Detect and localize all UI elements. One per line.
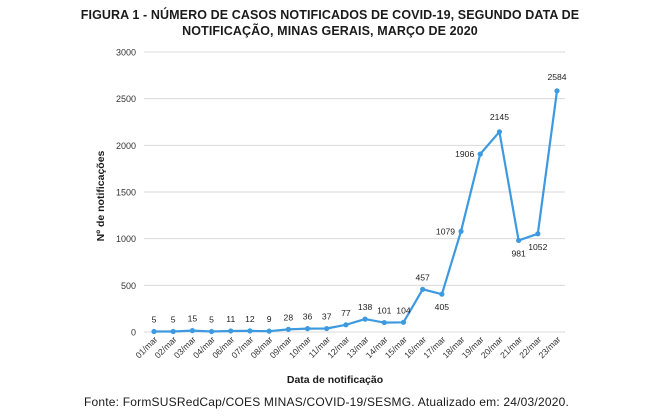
y-axis-label: Nº de notificações bbox=[95, 150, 107, 241]
data-point bbox=[516, 237, 522, 244]
data-point bbox=[420, 286, 426, 292]
data-point bbox=[400, 319, 407, 325]
data-label: 15 bbox=[188, 314, 198, 324]
data-label: 101 bbox=[377, 306, 392, 316]
x-axis-label: Data de notificação bbox=[287, 374, 383, 386]
chart-title-line-2: NOTIFICAÇÃO, MINAS GERAIS, MARÇO DE 2020 bbox=[182, 24, 478, 38]
data-label: 9 bbox=[267, 314, 272, 324]
source-note: Fonte: FormSUSRedCap/COES MINAS/COVID-19… bbox=[84, 395, 569, 409]
data-labels: 5 5 15 5 11 12 9 28 36 37 77 138 101 104 457 405 1079 190… bbox=[152, 72, 567, 325]
x-tick-label: 23/mar bbox=[536, 334, 562, 360]
data-point bbox=[285, 326, 291, 332]
y-tick-label: 3000 bbox=[116, 48, 136, 58]
data-point bbox=[381, 319, 387, 326]
data-point bbox=[247, 328, 253, 334]
data-point bbox=[170, 328, 176, 335]
data-point bbox=[477, 151, 483, 157]
data-label: 2145 bbox=[490, 112, 509, 122]
data-point bbox=[208, 328, 215, 335]
data-label: 28 bbox=[284, 312, 294, 322]
data-label: 2584 bbox=[547, 72, 566, 82]
data-points bbox=[151, 88, 560, 335]
data-point bbox=[266, 328, 272, 334]
data-label: 1052 bbox=[528, 242, 547, 252]
data-point bbox=[343, 322, 349, 328]
data-label: 12 bbox=[245, 314, 255, 324]
data-point bbox=[189, 328, 195, 334]
data-point bbox=[362, 316, 368, 322]
x-tick-labels: 01/mar02/mar03/mar04/mar06/mar07/mar08/m… bbox=[133, 334, 562, 360]
y-tick-label: 2000 bbox=[116, 141, 136, 151]
data-label: 138 bbox=[358, 302, 373, 312]
data-label: 37 bbox=[322, 312, 332, 322]
data-point bbox=[554, 88, 560, 94]
y-tick-label: 1500 bbox=[116, 188, 136, 198]
data-label: 1906 bbox=[455, 149, 474, 159]
data-label: 36 bbox=[303, 312, 313, 322]
data-point bbox=[228, 328, 234, 334]
data-label: 1079 bbox=[436, 226, 455, 236]
gridlines bbox=[144, 51, 565, 333]
data-label: 5 bbox=[152, 315, 157, 325]
data-label: 5 bbox=[209, 315, 214, 325]
data-point bbox=[458, 228, 464, 234]
data-point bbox=[439, 291, 445, 297]
data-label: 77 bbox=[341, 308, 351, 318]
data-point bbox=[535, 231, 541, 237]
data-point bbox=[151, 328, 157, 335]
data-label: 104 bbox=[396, 305, 411, 315]
data-label: 405 bbox=[435, 302, 450, 312]
data-label: 11 bbox=[226, 314, 235, 324]
data-label: 5 bbox=[171, 315, 176, 325]
y-tick-labels: 0 500 1000 1500 2000 2500 3000 bbox=[116, 48, 136, 338]
y-tick-label: 0 bbox=[131, 328, 136, 338]
data-point bbox=[324, 325, 330, 332]
data-label: 457 bbox=[415, 272, 430, 282]
series-line bbox=[154, 90, 559, 333]
y-tick-label: 2500 bbox=[116, 94, 136, 104]
chart-title-line-1: FIGURA 1 - NÚMERO DE CASOS NOTIFICADOS D… bbox=[80, 8, 580, 22]
y-tick-label: 500 bbox=[121, 281, 136, 291]
data-label: 981 bbox=[511, 248, 526, 258]
data-point bbox=[496, 129, 503, 135]
y-tick-label: 1000 bbox=[116, 234, 136, 244]
data-point bbox=[304, 326, 311, 332]
